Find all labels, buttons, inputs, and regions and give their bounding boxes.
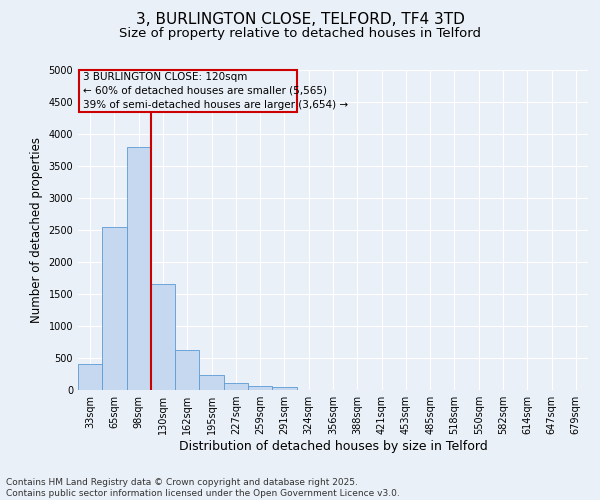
Bar	[224, 383, 248, 390]
Bar	[78, 364, 102, 390]
Bar	[151, 284, 175, 390]
Text: Contains HM Land Registry data © Crown copyright and database right 2025.
Contai: Contains HM Land Registry data © Crown c…	[6, 478, 400, 498]
Bar	[127, 147, 151, 390]
X-axis label: Distribution of detached houses by size in Telford: Distribution of detached houses by size …	[179, 440, 487, 453]
Bar	[248, 386, 272, 390]
Text: 3, BURLINGTON CLOSE, TELFORD, TF4 3TD: 3, BURLINGTON CLOSE, TELFORD, TF4 3TD	[136, 12, 464, 28]
Bar	[102, 227, 127, 390]
Bar	[199, 374, 224, 390]
Bar	[175, 350, 199, 390]
Text: 3 BURLINGTON CLOSE: 120sqm
← 60% of detached houses are smaller (5,565)
39% of s: 3 BURLINGTON CLOSE: 120sqm ← 60% of deta…	[83, 72, 348, 110]
Text: Size of property relative to detached houses in Telford: Size of property relative to detached ho…	[119, 28, 481, 40]
Y-axis label: Number of detached properties: Number of detached properties	[30, 137, 43, 323]
Bar	[272, 388, 296, 390]
Bar	[79, 70, 296, 112]
